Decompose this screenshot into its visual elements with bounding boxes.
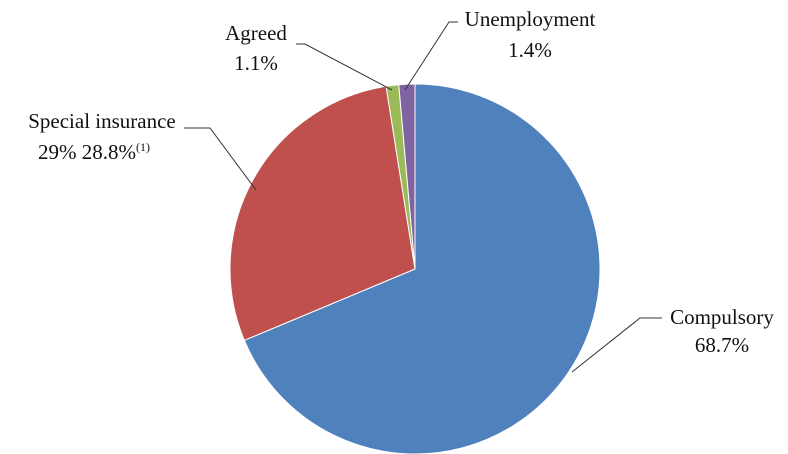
slice-value-agreed: 1.1% <box>234 51 278 75</box>
pie-slice-compulsory <box>243 83 601 454</box>
leader-line-special-insurance <box>184 127 257 191</box>
slice-label-unemployment: Unemployment <box>465 7 596 31</box>
pie-slice-unemployment <box>398 83 416 270</box>
slice-label-special-insurance: Special insurance <box>28 109 176 133</box>
slices-layer <box>229 83 601 454</box>
slice-value-special-insurance: 29% 28.8%(1) <box>38 140 150 164</box>
slice-value-special-insurance-text: 29% 28.8% <box>38 140 136 164</box>
pie-slice-special-insurance <box>229 85 416 341</box>
leader-line-unemployment <box>404 21 458 91</box>
slice-footnote-special-insurance: (1) <box>136 140 150 154</box>
leader-line-compulsory <box>571 317 662 373</box>
slice-label-compulsory: Compulsory <box>670 305 774 329</box>
slice-label-agreed: Agreed <box>225 21 287 45</box>
slice-value-unemployment: 1.4% <box>508 38 552 62</box>
leader-lines-layer <box>184 21 662 373</box>
labels-layer: Compulsory 68.7% Special insurance 29% 2… <box>28 7 774 357</box>
slice-value-compulsory: 68.7% <box>695 333 749 357</box>
leader-line-agreed <box>296 43 393 91</box>
